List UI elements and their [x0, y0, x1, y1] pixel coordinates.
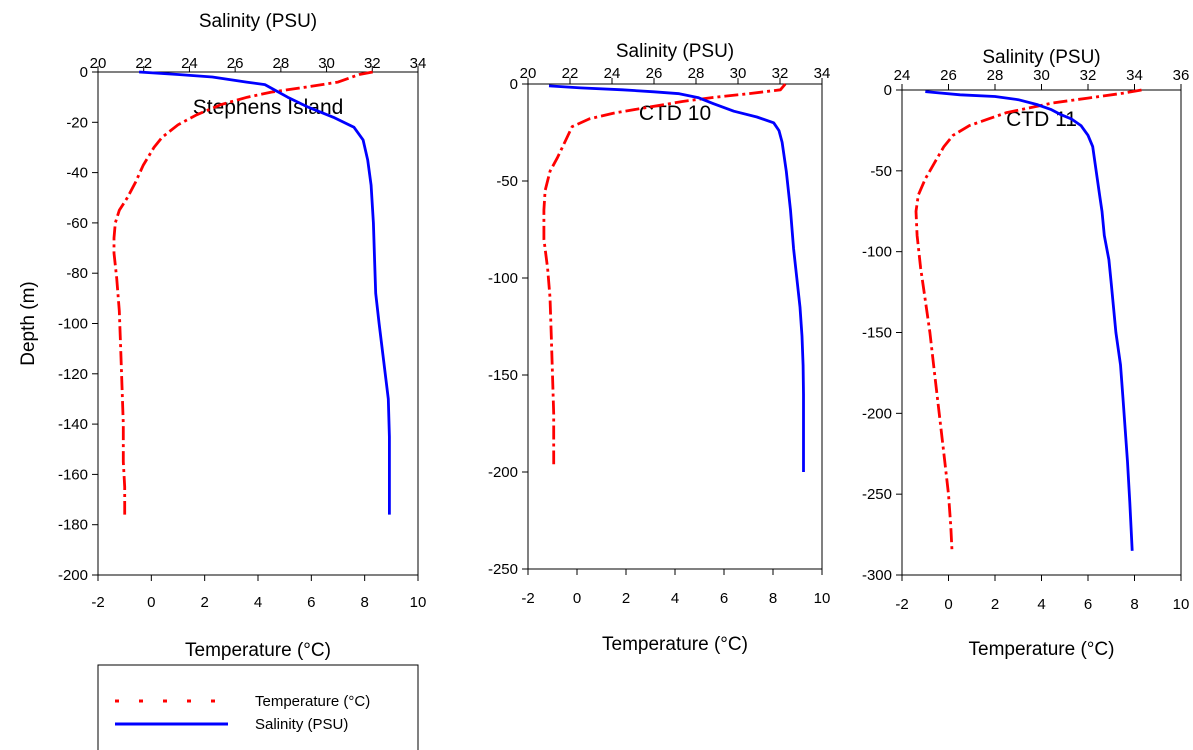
temp-tick-label: 10: [410, 594, 427, 611]
temp-tick-label: -2: [91, 594, 104, 611]
temp-tick-label: 0: [944, 596, 952, 613]
depth-tick-label: 0: [510, 76, 518, 93]
temperature-axis-label: Temperature (°C): [602, 634, 748, 655]
temp-tick-label: 10: [1173, 596, 1190, 613]
temp-tick-label: 8: [360, 594, 368, 611]
sal-tick-label: 30: [1033, 67, 1050, 84]
depth-tick-label: -140: [58, 416, 88, 433]
depth-tick-label: -100: [862, 244, 892, 261]
sal-tick-label: 22: [135, 55, 152, 72]
sal-tick-label: 20: [520, 65, 537, 82]
temp-tick-label: 6: [720, 590, 728, 607]
temp-tick-label: 2: [991, 596, 999, 613]
temp-tick-label: -2: [895, 596, 908, 613]
depth-tick-label: -200: [488, 464, 518, 481]
sal-tick-label: 34: [1126, 67, 1143, 84]
temp-tick-label: 2: [622, 590, 630, 607]
temperature-profile-line: [542, 83, 787, 465]
depth-tick-label: -50: [870, 163, 892, 180]
sal-tick-label: 36: [1173, 67, 1190, 84]
salinity-axis-label: Salinity (PSU): [616, 41, 734, 62]
temp-tick-label: -2: [521, 590, 534, 607]
temp-tick-label: 4: [671, 590, 679, 607]
depth-tick-label: -250: [488, 561, 518, 578]
sal-tick-label: 26: [940, 67, 957, 84]
temp-tick-label: 10: [814, 590, 831, 607]
temp-tick-label: 8: [769, 590, 777, 607]
sal-tick-label: 30: [730, 65, 747, 82]
sal-tick-label: 26: [646, 65, 663, 82]
depth-tick-label: -300: [862, 567, 892, 584]
temperature-axis-label: Temperature (°C): [185, 640, 331, 661]
sal-tick-label: 22: [562, 65, 579, 82]
sal-tick-label: 24: [604, 65, 621, 82]
temp-tick-label: 2: [200, 594, 208, 611]
depth-tick-label: -150: [862, 325, 892, 342]
temp-tick-label: 0: [573, 590, 581, 607]
depth-tick-label: -80: [66, 265, 88, 282]
depth-tick-label: -150: [488, 367, 518, 384]
salinity-profile-line: [548, 84, 805, 472]
plot-frame: [527, 83, 823, 570]
salinity-profile-line: [925, 90, 1134, 551]
depth-axis-label: Depth (m): [18, 281, 39, 365]
temp-tick-label: 8: [1130, 596, 1138, 613]
depth-tick-label: 0: [80, 64, 88, 81]
salinity-profile-line: [139, 70, 391, 515]
plot-frame: [901, 89, 1182, 576]
temperature-profile-line: [112, 70, 373, 515]
sal-tick-label: 24: [181, 55, 198, 72]
temperature-axis-label: Temperature (°C): [969, 639, 1115, 660]
sal-tick-label: 32: [772, 65, 789, 82]
depth-tick-label: -60: [66, 215, 88, 232]
depth-tick-label: -160: [58, 466, 88, 483]
sal-tick-label: 20: [90, 55, 107, 72]
panel-title: CTD 10: [639, 102, 711, 125]
sal-tick-label: 28: [987, 67, 1004, 84]
depth-tick-label: -100: [58, 316, 88, 333]
temp-tick-label: 4: [254, 594, 262, 611]
temperature-profile-line: [914, 88, 1142, 551]
legend-box: [97, 664, 419, 750]
sal-tick-label: 32: [364, 55, 381, 72]
legend-label: Salinity (PSU): [255, 716, 348, 733]
depth-tick-label: -120: [58, 366, 88, 383]
depth-tick-label: -200: [862, 405, 892, 422]
legend: Temperature (°C) Salinity (PSU): [97, 664, 419, 750]
plot-frame: [97, 71, 419, 576]
temp-tick-label: 0: [147, 594, 155, 611]
temp-tick-label: 6: [1084, 596, 1092, 613]
depth-tick-label: -180: [58, 517, 88, 534]
depth-tick-label: -50: [496, 173, 518, 190]
depth-tick-label: -100: [488, 270, 518, 287]
legend-label: Temperature (°C): [255, 693, 370, 710]
salinity-axis-label: Salinity (PSU): [982, 47, 1100, 68]
temp-tick-label: 4: [1037, 596, 1045, 613]
depth-tick-label: 0: [884, 82, 892, 99]
depth-tick-label: -20: [66, 114, 88, 131]
sal-tick-label: 34: [410, 55, 427, 72]
sal-tick-label: 28: [688, 65, 705, 82]
sal-tick-label: 32: [1080, 67, 1097, 84]
depth-tick-label: -250: [862, 486, 892, 503]
sal-tick-label: 30: [318, 55, 335, 72]
sal-tick-label: 28: [273, 55, 290, 72]
temp-tick-label: 6: [307, 594, 315, 611]
depth-tick-label: -200: [58, 567, 88, 584]
sal-tick-label: 34: [814, 65, 831, 82]
depth-tick-label: -40: [66, 165, 88, 182]
salinity-axis-label: Salinity (PSU): [199, 11, 317, 32]
sal-tick-label: 26: [227, 55, 244, 72]
sal-tick-label: 24: [894, 67, 911, 84]
